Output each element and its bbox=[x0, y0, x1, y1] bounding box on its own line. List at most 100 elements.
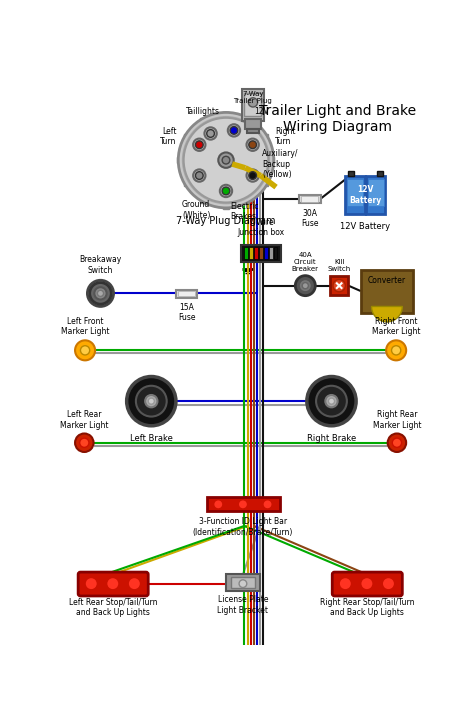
Bar bbox=[262, 180, 268, 186]
Circle shape bbox=[90, 283, 111, 304]
Circle shape bbox=[295, 276, 315, 296]
Circle shape bbox=[383, 578, 395, 590]
Text: Right Front
Marker Light: Right Front Marker Light bbox=[372, 317, 420, 336]
Text: Left Front
Marker Light: Left Front Marker Light bbox=[61, 317, 109, 336]
Bar bbox=[299, 195, 321, 203]
Bar bbox=[242, 88, 264, 121]
Bar bbox=[245, 120, 261, 128]
Circle shape bbox=[220, 185, 232, 197]
Text: Trailer Light and Brake
Wiring Diagram: Trailer Light and Brake Wiring Diagram bbox=[259, 104, 416, 134]
Circle shape bbox=[128, 578, 140, 590]
Circle shape bbox=[246, 170, 259, 182]
Circle shape bbox=[246, 138, 259, 151]
Text: Auxiliary/
Backup
(Yellow): Auxiliary/ Backup (Yellow) bbox=[262, 149, 299, 179]
FancyBboxPatch shape bbox=[78, 572, 148, 596]
Circle shape bbox=[107, 578, 119, 590]
Circle shape bbox=[94, 287, 107, 299]
Text: Right Brake: Right Brake bbox=[307, 434, 356, 442]
Circle shape bbox=[392, 438, 401, 447]
Bar bbox=[264, 247, 268, 260]
Bar bbox=[259, 247, 263, 260]
Text: 30A
Fuse: 30A Fuse bbox=[301, 209, 319, 228]
Text: 40A
Circuit
Breaker: 40A Circuit Breaker bbox=[292, 252, 319, 272]
Bar bbox=[273, 247, 277, 260]
Circle shape bbox=[339, 578, 352, 590]
Bar bbox=[246, 196, 252, 202]
Bar bbox=[330, 276, 348, 295]
Text: Right Rear
Marker Light: Right Rear Marker Light bbox=[373, 410, 421, 430]
Circle shape bbox=[219, 152, 234, 168]
Text: Left Rear
Marker Light: Left Rear Marker Light bbox=[60, 410, 109, 430]
Text: Taillights: Taillights bbox=[186, 107, 220, 116]
Circle shape bbox=[214, 500, 223, 509]
Text: 12V
Battery: 12V Battery bbox=[349, 185, 382, 204]
Bar bbox=[178, 291, 195, 297]
FancyBboxPatch shape bbox=[332, 572, 402, 596]
Bar bbox=[200, 117, 206, 124]
Circle shape bbox=[207, 130, 214, 137]
Circle shape bbox=[361, 578, 373, 590]
Circle shape bbox=[148, 398, 155, 405]
Circle shape bbox=[316, 386, 347, 417]
Text: 12V: 12V bbox=[255, 107, 269, 116]
Circle shape bbox=[263, 500, 272, 509]
Bar bbox=[200, 196, 206, 202]
Text: Left Rear Stop/Tail/Turn
and Back Up Lights: Left Rear Stop/Tail/Turn and Back Up Lig… bbox=[69, 597, 157, 617]
Bar bbox=[183, 134, 190, 141]
Circle shape bbox=[136, 386, 167, 417]
Polygon shape bbox=[372, 307, 402, 322]
Circle shape bbox=[75, 340, 95, 360]
Bar bbox=[377, 171, 383, 175]
Text: Right
Turn: Right Turn bbox=[275, 127, 296, 146]
Bar bbox=[223, 112, 229, 117]
Circle shape bbox=[386, 340, 406, 360]
Text: Converter: Converter bbox=[368, 276, 406, 286]
Text: Ground
(White): Ground (White) bbox=[182, 200, 210, 220]
Bar bbox=[245, 247, 248, 260]
Circle shape bbox=[193, 170, 205, 182]
Circle shape bbox=[75, 434, 93, 452]
Bar bbox=[223, 202, 229, 209]
Bar bbox=[347, 171, 354, 175]
Text: Left Brake: Left Brake bbox=[130, 434, 173, 442]
Bar bbox=[347, 179, 363, 207]
Bar bbox=[262, 134, 268, 141]
Bar bbox=[361, 270, 413, 312]
Text: 15A
Fuse: 15A Fuse bbox=[178, 302, 195, 322]
Bar bbox=[207, 497, 280, 511]
Circle shape bbox=[85, 578, 97, 590]
Circle shape bbox=[249, 141, 256, 149]
Bar bbox=[269, 247, 273, 260]
Circle shape bbox=[183, 117, 269, 203]
Bar bbox=[368, 179, 384, 207]
Circle shape bbox=[195, 172, 203, 179]
Text: Right Rear Stop/Tail/Turn
and Back Up Lights: Right Rear Stop/Tail/Turn and Back Up Li… bbox=[319, 597, 414, 617]
Circle shape bbox=[127, 376, 176, 426]
Circle shape bbox=[230, 127, 238, 134]
Circle shape bbox=[81, 346, 90, 355]
Circle shape bbox=[328, 398, 335, 405]
Circle shape bbox=[325, 395, 337, 407]
Bar bbox=[241, 245, 282, 262]
Circle shape bbox=[388, 434, 406, 452]
Bar bbox=[268, 157, 274, 163]
Text: 7 Wire
Junction box: 7 Wire Junction box bbox=[238, 218, 285, 237]
Bar bbox=[346, 175, 365, 214]
Text: Kill
Switch: Kill Switch bbox=[328, 259, 351, 272]
Text: 12V Battery: 12V Battery bbox=[340, 222, 391, 231]
Circle shape bbox=[193, 138, 205, 151]
Circle shape bbox=[307, 376, 356, 426]
Text: Breakaway
Switch: Breakaway Switch bbox=[79, 255, 122, 275]
Text: Electric
Brakes: Electric Brakes bbox=[230, 202, 258, 221]
Circle shape bbox=[222, 187, 230, 195]
Circle shape bbox=[228, 124, 240, 136]
Circle shape bbox=[248, 98, 257, 107]
Bar bbox=[254, 247, 258, 260]
Bar bbox=[245, 93, 261, 116]
Circle shape bbox=[222, 157, 230, 164]
Text: 7-Way
Trailer Plug: 7-Way Trailer Plug bbox=[234, 91, 272, 104]
Bar bbox=[247, 128, 259, 133]
Circle shape bbox=[299, 280, 311, 292]
Text: License Plate
Light Bracket: License Plate Light Bracket bbox=[218, 595, 268, 615]
Text: 7-Way Plug Diagram: 7-Way Plug Diagram bbox=[176, 215, 276, 225]
